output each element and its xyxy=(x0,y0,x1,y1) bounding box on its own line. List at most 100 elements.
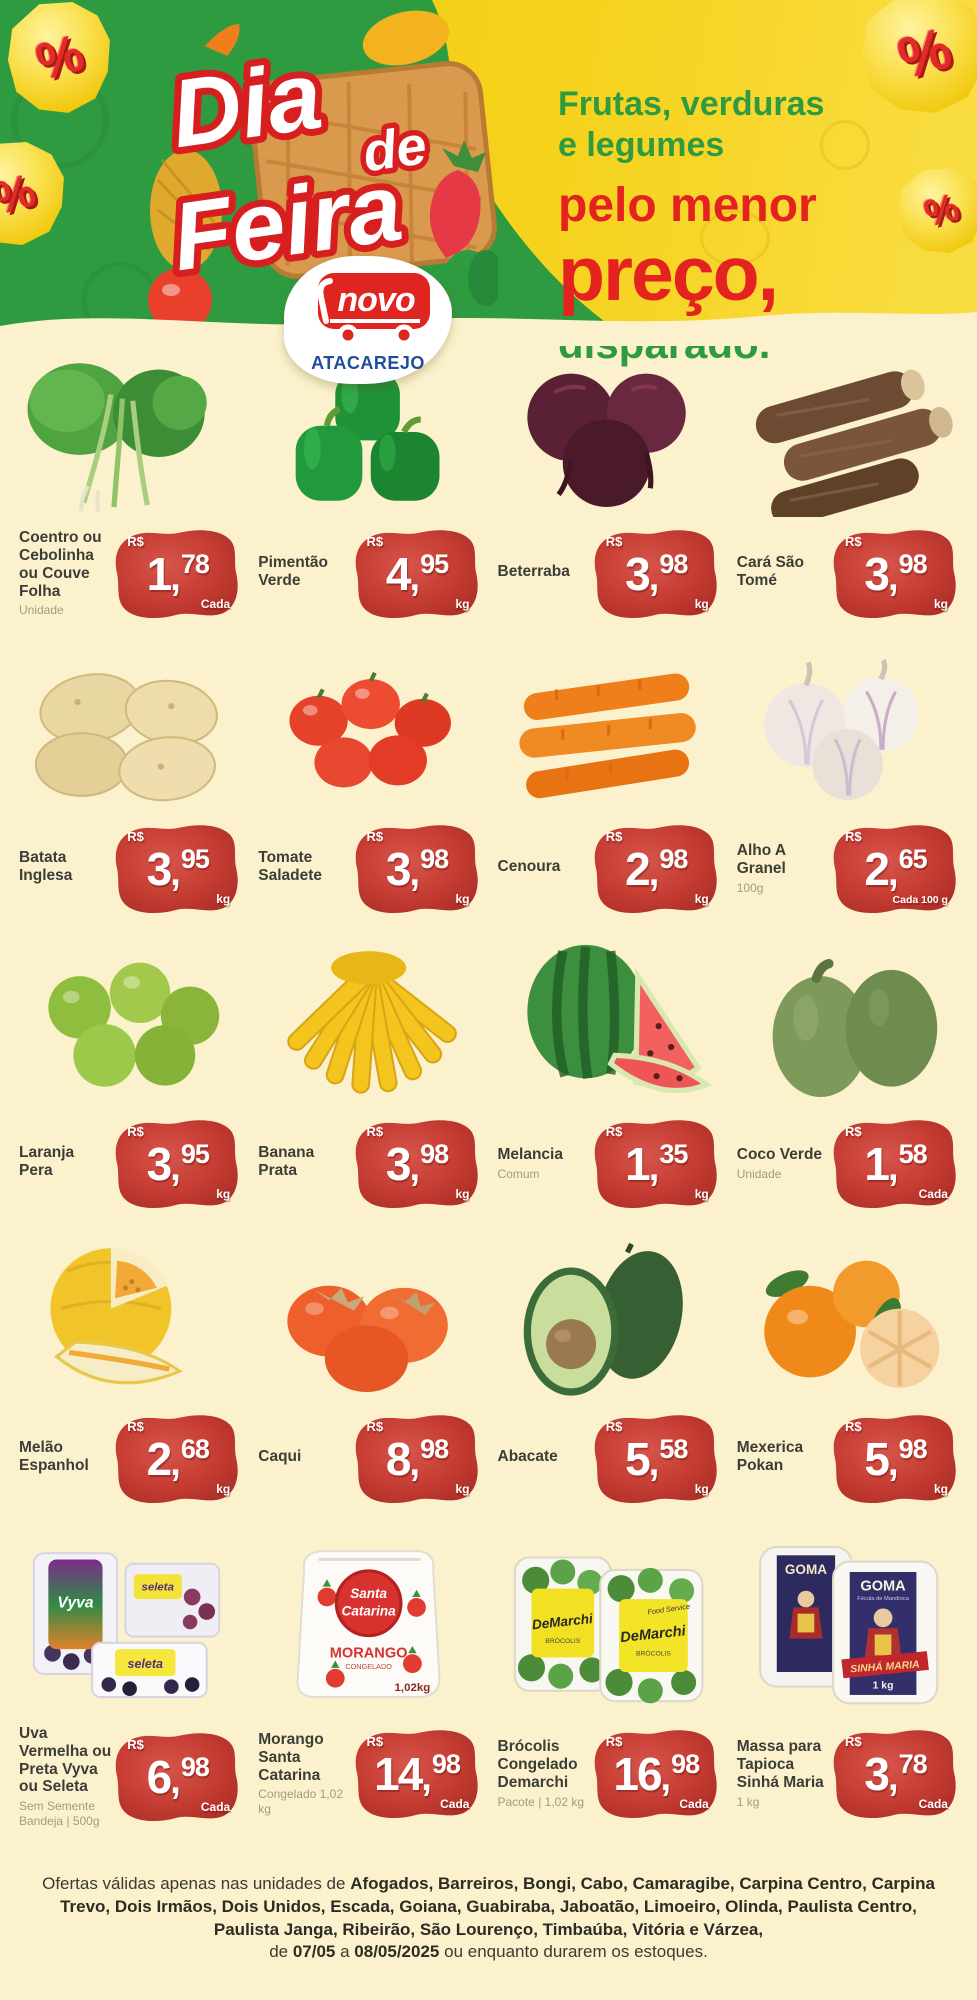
product-row: Coentro ou Cebolinha ou Couve Folha Unida… xyxy=(10,347,967,642)
morango-brand-2: Catarina xyxy=(342,1604,397,1619)
tapioca-bags-photo: GOMA GOMA Fécula de Mandioca SINHÁ MARIA xyxy=(758,1545,939,1705)
batata-photo xyxy=(34,673,218,802)
price-tag: R$ 1,78 Cada xyxy=(111,525,244,622)
product-card-beterraba: Beterraba R$ 3,98 kg xyxy=(489,347,728,642)
price-sep: , xyxy=(170,1147,181,1189)
price-dec: 98 xyxy=(659,844,688,874)
price-unit: kg xyxy=(694,1187,709,1201)
price-int: 1 xyxy=(146,548,173,600)
product-photo xyxy=(733,642,962,812)
product-subtext: Unidade xyxy=(736,1166,782,1181)
uva-label-seleta: seleta xyxy=(142,1582,175,1594)
product-row: Vyva seleta seleta Uva Vermelha ou Preta… xyxy=(10,1527,967,1857)
price-tag: R$ 16,98 Cada xyxy=(590,1725,723,1822)
price-sep: , xyxy=(648,557,660,599)
price-dec: 98 xyxy=(898,549,928,579)
product-card-banana: Banana Prata R$ 3,98 kg xyxy=(249,937,488,1232)
price-int: 3 xyxy=(625,548,651,600)
script-word-dia: Dia xyxy=(165,42,328,169)
product-name: Brócolis Congelado Demarchi xyxy=(497,1738,578,1791)
product-card-caqui: Caqui R$ 8,98 kg xyxy=(249,1232,488,1527)
price-sep: , xyxy=(170,1760,181,1803)
product-name: Coentro ou Cebolinha ou Couve Folha xyxy=(19,529,102,600)
price-tag: R$ 1,58 Cada xyxy=(829,1115,962,1212)
product-photo xyxy=(494,1232,723,1402)
uva-packs-photo: Vyva seleta seleta xyxy=(32,1552,221,1699)
product-photo xyxy=(254,1232,483,1402)
product-photo: DeMarchi BRÓCOLIS Food Service DeMarchi … xyxy=(494,1527,723,1717)
product-card-pimentao: Pimentão Verde R$ 4,95 kg xyxy=(249,347,488,642)
uva-label-seleta-2: seleta xyxy=(128,1657,163,1671)
percent-badge: % xyxy=(862,0,977,113)
price-sep: , xyxy=(648,852,660,894)
product-photo: GOMA GOMA Fécula de Mandioca SINHÁ MARIA xyxy=(733,1527,962,1717)
price-tag-blob xyxy=(833,530,956,619)
price-dec: 98 xyxy=(671,1749,700,1779)
alho-photo xyxy=(764,658,919,800)
product-card-batata: Batata Inglesa R$ 3,95 kg xyxy=(10,642,249,937)
price-int: 2 xyxy=(625,843,651,895)
product-name: Tomate Saladete xyxy=(258,849,323,884)
price-int: 5 xyxy=(864,1433,890,1485)
price-unit: kg xyxy=(694,892,709,906)
currency-label: R$ xyxy=(366,534,384,549)
product-photo xyxy=(733,1232,962,1402)
price-tag-blob xyxy=(115,1733,238,1822)
price-tag: R$ 5,98 kg xyxy=(829,1410,962,1507)
price-int: 16 xyxy=(613,1748,662,1800)
currency-label: R$ xyxy=(605,829,623,844)
currency-label: R$ xyxy=(605,534,623,549)
product-name: Massa para Tapioca Sinhá Maria xyxy=(736,1738,824,1791)
price-sep: , xyxy=(888,1442,899,1484)
price-int: 3 xyxy=(146,843,173,895)
price-tag: R$ 2,98 kg xyxy=(590,820,723,917)
currency-label: R$ xyxy=(366,1734,384,1749)
footer-date-start: 07/05 xyxy=(292,1942,336,1962)
tapioca-brand: GOMA xyxy=(860,1579,906,1595)
percent-badge: % xyxy=(898,168,977,254)
price-int: 3 xyxy=(864,548,890,600)
brocolis-brand: DeMarchi xyxy=(531,1611,593,1632)
product-photo xyxy=(733,347,962,517)
product-card-mexerica: Mexerica Pokan R$ 5,98 kg xyxy=(728,1232,967,1527)
currency-label: R$ xyxy=(845,1419,862,1434)
product-photo xyxy=(15,347,244,517)
price-unit: Cada xyxy=(679,1797,709,1811)
footer-cities: Afogados, Barreiros, Bongi, Cabo, Camara… xyxy=(60,1874,935,1939)
price-int: 2 xyxy=(864,843,890,895)
product-photo xyxy=(494,642,723,812)
fruit-doodle xyxy=(700,210,770,266)
product-photo xyxy=(15,642,244,812)
currency-label: R$ xyxy=(605,1124,623,1139)
price-tag-blob xyxy=(355,1120,478,1209)
tapioca-brand-back: GOMA xyxy=(785,1562,827,1577)
uva-label-vyva: Vyva xyxy=(57,1594,94,1611)
product-name: Coco Verde xyxy=(736,1145,823,1163)
currency-label: R$ xyxy=(845,534,862,549)
price-sep: , xyxy=(409,1442,421,1484)
brocolis-line1: BRÓCOLIS xyxy=(545,1636,580,1645)
brocolis-line1-2: BRÓCOLIS xyxy=(635,1648,670,1657)
price-unit: kg xyxy=(455,597,470,611)
product-photo: Santa Catarina MORANGO CONGELADO 1,02kg xyxy=(254,1527,483,1717)
price-tag-blob xyxy=(833,1730,956,1819)
price-int: 6 xyxy=(146,1751,173,1804)
price-dec: 78 xyxy=(898,1749,928,1779)
product-row: Laranja Pera R$ 3,95 kg xyxy=(10,937,967,1232)
price-tag: R$ 14,98 Cada xyxy=(351,1725,484,1822)
price-tag-blob xyxy=(594,825,717,914)
price-int: 5 xyxy=(625,1433,651,1485)
price-sep: , xyxy=(648,1442,660,1484)
price-tag: R$ 3,95 kg xyxy=(111,1115,244,1212)
tagline-line1: Frutas, verduras xyxy=(558,85,825,123)
currency-label: R$ xyxy=(127,1737,144,1753)
product-photo xyxy=(15,1232,244,1402)
price-unit: Cada xyxy=(200,1800,231,1815)
banana-prata-photo xyxy=(287,951,458,1094)
price-sep: , xyxy=(409,557,421,599)
currency-label: R$ xyxy=(127,534,144,549)
product-subtext: Unidade xyxy=(19,603,64,618)
cenoura-photo xyxy=(518,673,696,799)
price-int: 1 xyxy=(864,1138,890,1190)
